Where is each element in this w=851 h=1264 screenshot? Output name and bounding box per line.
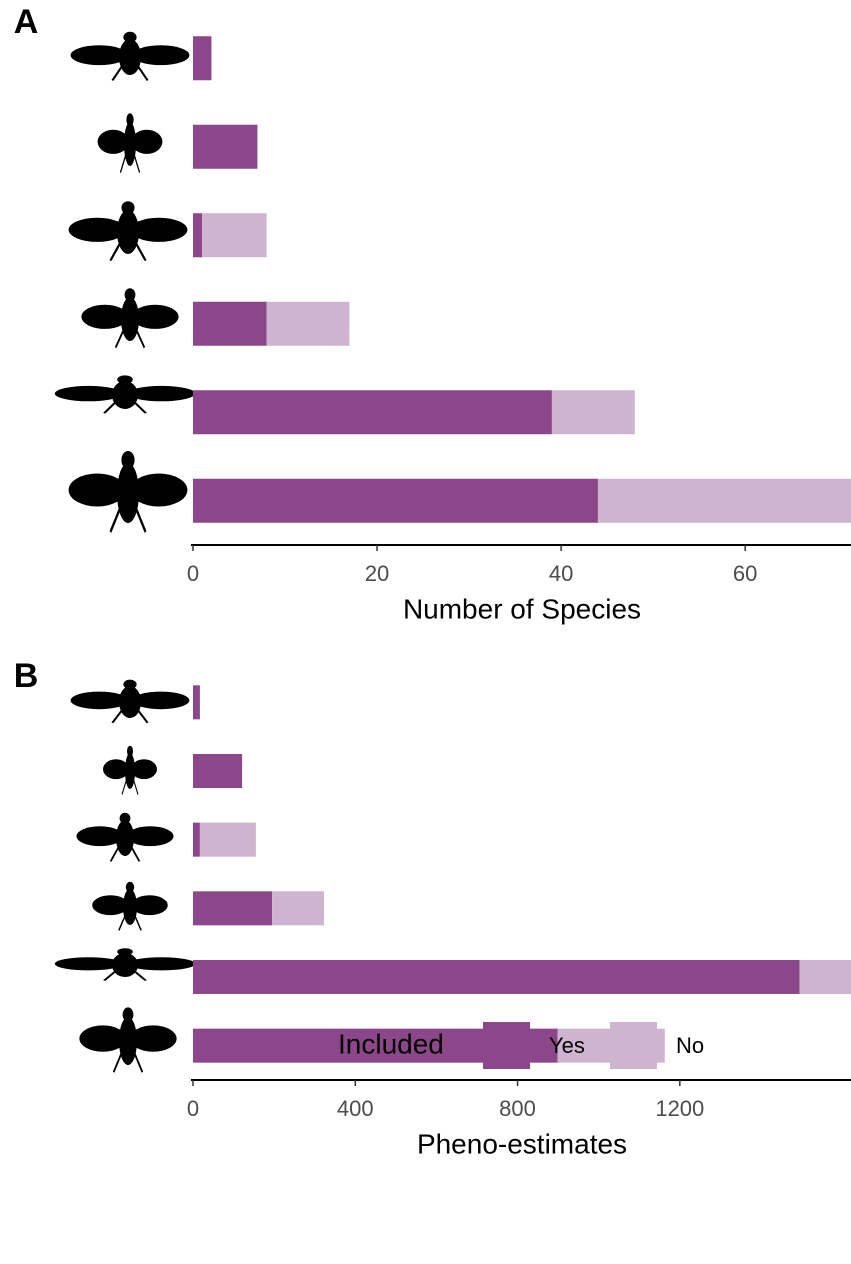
bar-segment [193, 213, 203, 258]
legend-label: Yes [549, 1033, 585, 1058]
bar-segment [193, 36, 212, 81]
legend-key [610, 1022, 657, 1069]
bar-segment [272, 891, 325, 926]
legend-title: Included [338, 1028, 444, 1059]
x-tick-label: 20 [365, 561, 389, 586]
bar-segment [199, 822, 256, 857]
bar-segment [551, 390, 635, 435]
x-tick-label: 0 [187, 1096, 199, 1121]
x-tick-label: 800 [499, 1096, 536, 1121]
bar-segment [193, 822, 200, 857]
bar-segment [193, 891, 273, 926]
bar-segment [193, 960, 800, 994]
panel-label: B [14, 657, 39, 695]
legend-label: No [676, 1033, 704, 1058]
bar-segment [193, 390, 552, 435]
bar-segment [202, 213, 267, 258]
bar-segment [597, 478, 851, 523]
x-tick-label: 40 [549, 561, 573, 586]
bar-segment [193, 124, 258, 169]
bar-segment [799, 960, 851, 994]
panel-label: A [14, 3, 39, 41]
x-tick-label: 60 [733, 561, 757, 586]
x-axis-title: Pheno-estimates [417, 1128, 627, 1159]
bar-segment [193, 754, 243, 788]
bar-segment [193, 685, 200, 720]
bar-segment [193, 301, 267, 346]
x-tick-label: 400 [337, 1096, 374, 1121]
x-tick-label: 1200 [655, 1096, 704, 1121]
legend-key [483, 1022, 530, 1069]
x-axis-title: Number of Species [403, 593, 641, 624]
silhouettes [53, 30, 197, 1074]
bar-segment [193, 478, 598, 523]
x-tick-label: 0 [187, 561, 199, 586]
bar-segment [266, 301, 350, 346]
